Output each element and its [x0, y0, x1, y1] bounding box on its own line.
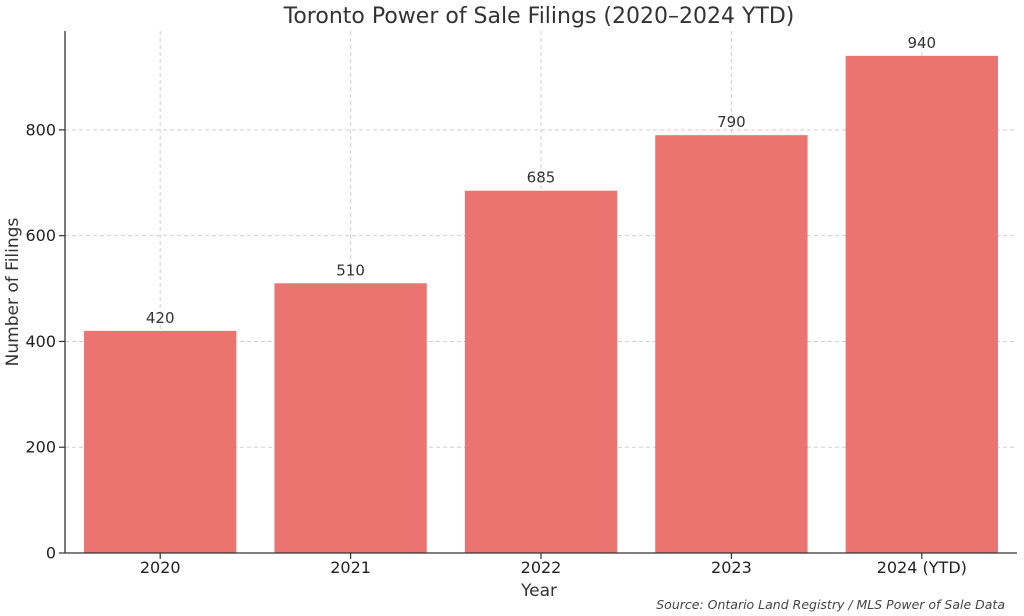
y-tick-label: 0	[46, 544, 56, 563]
data-label: 790	[717, 113, 746, 131]
x-tick-label: 2022	[521, 558, 562, 577]
y-tick-label: 600	[25, 226, 56, 245]
bar	[655, 135, 808, 553]
bar	[845, 55, 998, 553]
data-label: 420	[146, 309, 175, 327]
x-tick-label: 2021	[330, 558, 371, 577]
x-tick-label: 2020	[140, 558, 181, 577]
bar	[274, 283, 427, 553]
bar	[464, 190, 618, 553]
bars	[84, 55, 998, 553]
bar	[84, 330, 237, 553]
x-tick-label: 2023	[711, 558, 752, 577]
x-tick-label: 2024 (YTD)	[877, 558, 967, 577]
chart-title: Toronto Power of Sale Filings (2020–2024…	[283, 4, 795, 29]
data-labels: 420 510 685 790 940	[146, 34, 936, 327]
y-tick-label: 200	[25, 438, 56, 457]
data-label: 940	[907, 34, 936, 52]
axes: 0 200 400 600 800 2020 2021 2022 2023 2024 (YTD)	[25, 31, 1017, 577]
data-label: 510	[336, 261, 365, 279]
source-note: Source: Ontario Land Registry / MLS Powe…	[656, 597, 1005, 612]
y-tick-label: 800	[25, 120, 56, 139]
data-label: 685	[527, 169, 556, 187]
y-axis-label: Number of Filings	[3, 218, 23, 367]
y-tick-label: 400	[25, 332, 56, 351]
x-axis-label: Year	[520, 581, 557, 601]
